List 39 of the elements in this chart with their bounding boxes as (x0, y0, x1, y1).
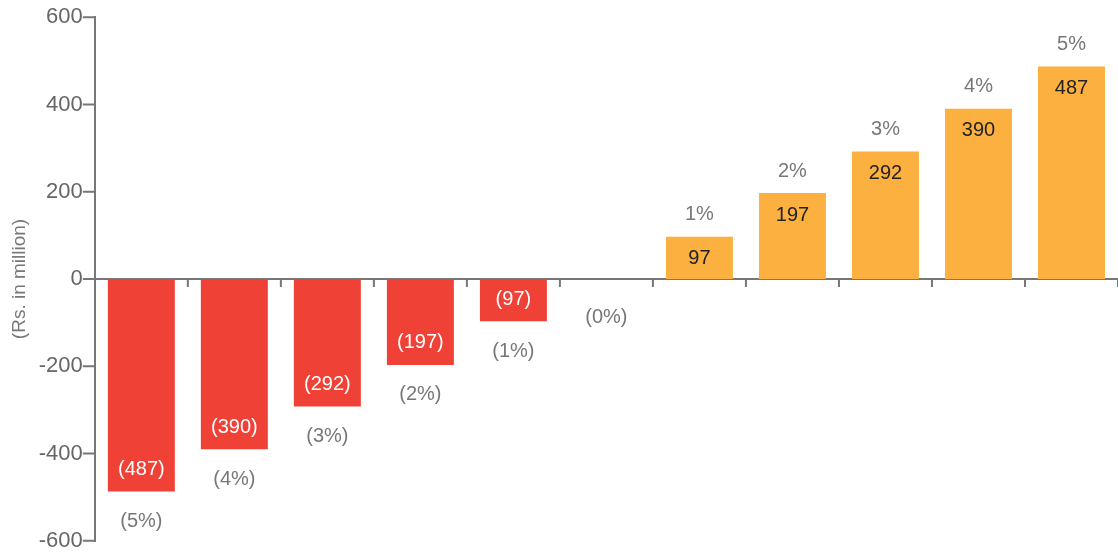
y-tick-label: 400 (46, 90, 83, 116)
x-tick-label: 1% (684, 202, 715, 225)
x-tick-label: (5%) (120, 509, 163, 532)
y-tick-label: 600 (46, 3, 83, 29)
x-tick-label: (0%) (585, 304, 628, 327)
bar (758, 193, 826, 279)
bar (200, 279, 268, 450)
data-label: 197 (775, 202, 810, 225)
data-label: (197) (397, 330, 444, 353)
data-label: (292) (304, 371, 351, 394)
y-tick-label: -600 (38, 526, 83, 552)
x-tick-label: (1%) (492, 338, 535, 361)
data-label: 97 (688, 246, 711, 269)
y-tick-label: 0 (70, 265, 83, 291)
x-tick-label: (3%) (306, 423, 349, 446)
bar (386, 279, 454, 365)
bar (851, 151, 919, 279)
bar (944, 108, 1012, 279)
x-tick-label: 5% (1057, 32, 1087, 55)
x-tick-label: 3% (871, 117, 901, 140)
y-axis-title: (Rs. in million) (7, 218, 29, 340)
bar (665, 236, 733, 279)
bar (107, 279, 175, 492)
data-label: 292 (868, 161, 903, 184)
bar (479, 279, 547, 322)
y-tick-label: -400 (38, 439, 83, 465)
data-label: (487) (117, 457, 165, 480)
x-tick-label: 2% (777, 158, 808, 181)
data-label: 390 (961, 118, 996, 141)
x-tick-label: (2%) (399, 382, 442, 405)
data-label: (390) (211, 414, 258, 437)
data-label: (97) (495, 286, 532, 309)
y-tick-label: -200 (38, 352, 83, 378)
data-label: 487 (1054, 76, 1089, 99)
bar (293, 279, 361, 407)
bar (1038, 66, 1105, 279)
x-tick-label: (4%) (213, 466, 256, 489)
x-tick-label: 4% (964, 74, 994, 97)
y-tick-label: 200 (46, 177, 83, 203)
